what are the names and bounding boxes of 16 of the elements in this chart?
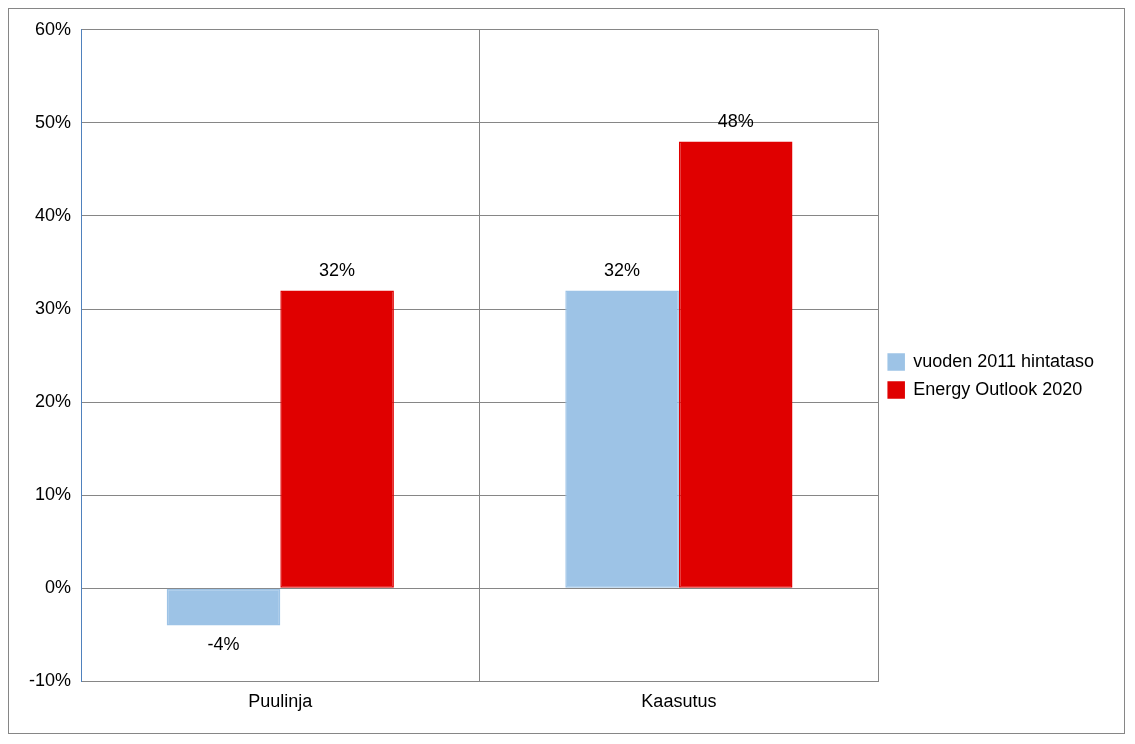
legend-label: vuoden 2011 hintataso [913,350,1095,371]
data-label: 32% [604,260,641,281]
x-tick-label: Puulinja [248,691,314,712]
y-tick-label: 30% [34,298,72,319]
y-tick-label: 40% [34,204,72,225]
y-tick-label: 20% [34,391,72,412]
y-tick-label: 10% [34,484,72,505]
y-tick-label: -10% [28,670,72,691]
y-tick-label: 60% [34,18,72,39]
y-tick-label: 0% [45,577,72,598]
data-label: 32% [319,260,356,281]
x-tick-label: Kaasutus [641,691,717,712]
data-label: -4% [207,633,240,654]
y-tick-label: 50% [34,111,72,132]
data-label: 48% [717,111,754,132]
legend-label: Energy Outlook 2020 [913,378,1083,399]
